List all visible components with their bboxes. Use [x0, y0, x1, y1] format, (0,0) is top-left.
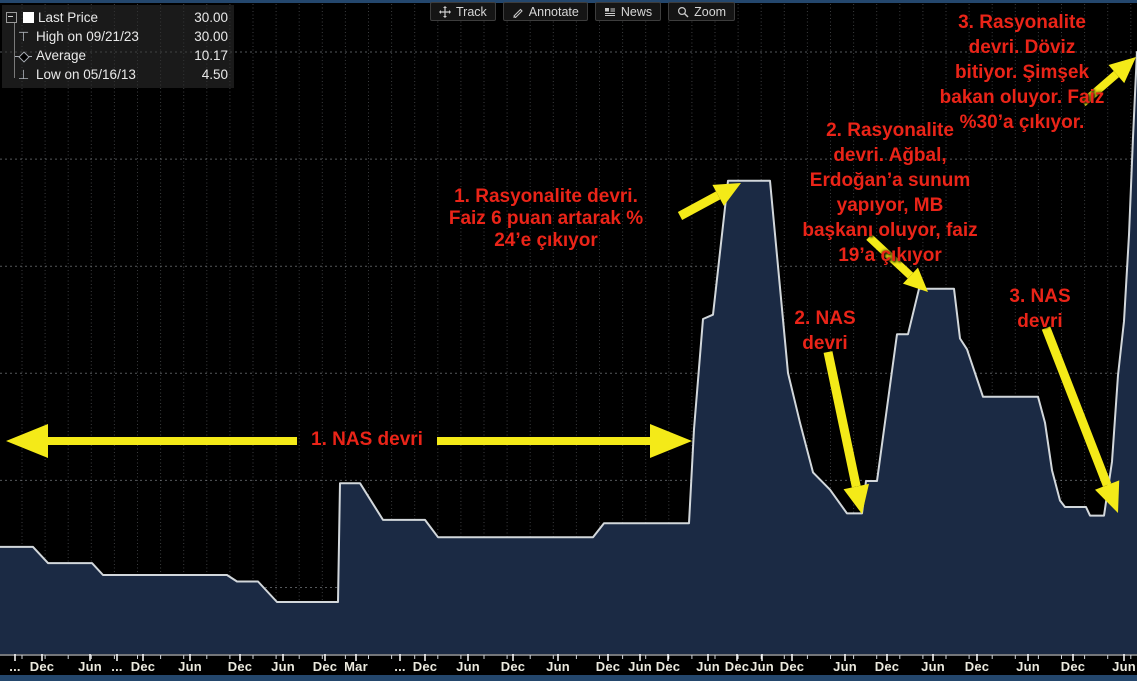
legend-label: High on 09/21/23: [36, 29, 139, 44]
track-move-icon: [439, 5, 451, 18]
price-line: [0, 51, 1137, 603]
annotate-pencil-icon: [512, 6, 524, 18]
legend-label: Last Price: [38, 10, 99, 25]
legend-label: Low on 05/16/13: [36, 67, 136, 82]
legend-value: 10.17: [194, 48, 228, 63]
average-marker-icon: [15, 51, 32, 61]
legend-value: 30.00: [194, 10, 228, 25]
high-marker-icon: ⊤: [17, 28, 30, 44]
price-area: [0, 51, 1137, 654]
news-button[interactable]: News: [594, 2, 662, 21]
news-button-label: News: [620, 4, 653, 19]
annotate-button[interactable]: Annotate: [502, 2, 588, 21]
legend-label: Average: [36, 48, 87, 63]
legend-value: 4.50: [201, 67, 228, 82]
low-marker-icon: ⊥: [17, 66, 30, 82]
legend-row-low[interactable]: ⊥ Low on 05/16/13 4.50: [6, 65, 230, 84]
zoom-button-label: Zoom: [694, 4, 727, 19]
legend-row-average[interactable]: Average 10.17: [6, 46, 230, 65]
chart-legend[interactable]: Last Price 30.00 ⊤ High on 09/21/23 30.0…: [2, 5, 234, 88]
track-button[interactable]: Track: [430, 2, 496, 21]
zoom-magnifier-icon: [677, 6, 689, 18]
legend-row-high[interactable]: ⊤ High on 09/21/23 30.00: [6, 27, 230, 46]
news-lines-icon: [604, 6, 616, 18]
track-button-label: Track: [456, 4, 487, 19]
top-frame-strip: [0, 0, 1137, 3]
legend-expand-icon[interactable]: [6, 12, 17, 23]
bottom-frame-strip: [0, 675, 1137, 681]
legend-value: 30.00: [194, 29, 228, 44]
zoom-button[interactable]: Zoom: [668, 2, 736, 21]
chart-toolbar: Track Annotate News Zoom: [430, 2, 736, 21]
last-price-swatch-icon: [23, 12, 34, 23]
annotate-button-label: Annotate: [528, 4, 579, 19]
legend-row-last-price[interactable]: Last Price 30.00: [6, 8, 230, 27]
